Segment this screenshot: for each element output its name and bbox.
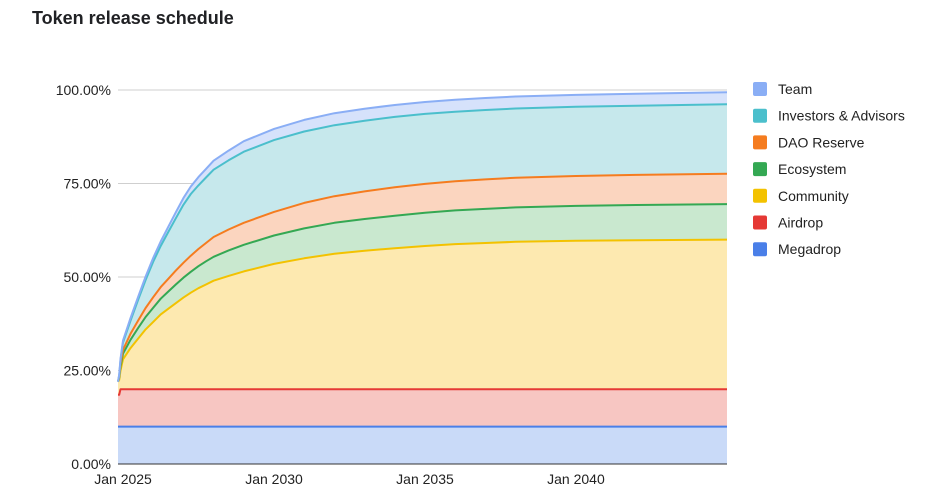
legend: Team Investors & Advisors DAO Reserve Ecosy… xyxy=(753,81,905,257)
legend-label: DAO Reserve xyxy=(778,134,865,150)
legend-swatch xyxy=(753,82,767,96)
legend-swatch xyxy=(753,188,767,203)
chart-title: Token release schedule xyxy=(32,8,234,28)
area-community xyxy=(118,239,727,395)
x-tick-label: Jan 2030 xyxy=(245,471,303,487)
legend-item[interactable]: DAO Reserve xyxy=(753,134,865,150)
areas xyxy=(118,92,727,464)
legend-label: Team xyxy=(778,81,812,97)
y-tick-label: 25.00% xyxy=(64,363,111,379)
area-dao-reserve xyxy=(118,173,727,382)
legend-label: Airdrop xyxy=(778,215,823,231)
y-tick-label: 75.00% xyxy=(64,176,111,192)
line-ecosystem xyxy=(117,203,728,383)
x-tick-label: Jan 2040 xyxy=(547,471,605,487)
legend-item[interactable]: Ecosystem xyxy=(753,161,846,177)
axes: 0.00% 25.00% 50.00% 75.00% 100.00% Jan 2025 Ja… xyxy=(56,82,727,487)
legend-swatch xyxy=(753,135,767,150)
legend-item[interactable]: Airdrop xyxy=(753,215,823,231)
line-dao-reserve xyxy=(117,172,728,382)
legend-item[interactable]: Megadrop xyxy=(753,241,841,257)
legend-swatch xyxy=(753,162,767,177)
legend-label: Investors & Advisors xyxy=(778,108,905,124)
y-tick-label: 100.00% xyxy=(56,82,111,98)
legend-label: Megadrop xyxy=(778,241,841,257)
legend-swatch xyxy=(753,242,767,257)
x-tick-label: Jan 2035 xyxy=(396,471,454,487)
legend-label: Ecosystem xyxy=(778,161,846,177)
line-community xyxy=(117,238,728,383)
legend-swatch xyxy=(753,215,767,230)
series-lines xyxy=(117,91,728,428)
area-investors-advisors xyxy=(118,104,727,382)
area-megadrop xyxy=(118,426,727,464)
x-tick-label: Jan 2025 xyxy=(94,471,152,487)
line-team xyxy=(117,91,728,382)
legend-label: Community xyxy=(778,188,849,204)
legend-item[interactable]: Investors & Advisors xyxy=(753,108,905,124)
area-airdrop xyxy=(118,389,727,427)
line-airdrop xyxy=(118,388,727,396)
area-ecosystem xyxy=(118,204,727,382)
legend-swatch xyxy=(753,108,767,123)
legend-item[interactable]: Team xyxy=(753,81,812,97)
legend-item[interactable]: Community xyxy=(753,188,849,204)
y-tick-label: 0.00% xyxy=(71,456,111,472)
y-tick-label: 50.00% xyxy=(64,269,111,285)
